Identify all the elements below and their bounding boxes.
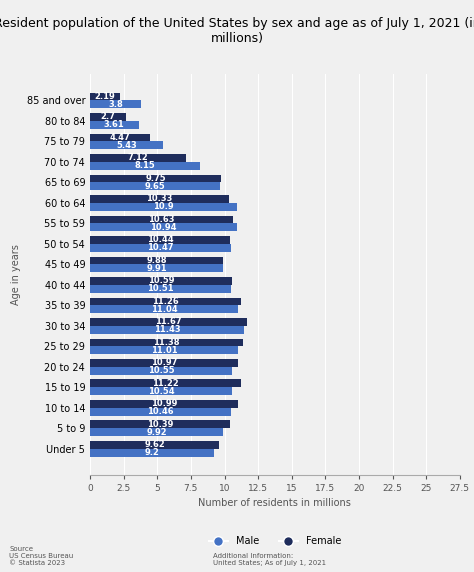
Bar [90,100,141,108]
Text: 5.43: 5.43 [116,141,137,150]
Bar [90,387,232,395]
Bar [90,264,223,272]
Text: 10.47: 10.47 [147,243,173,252]
Text: 10.63: 10.63 [148,215,175,224]
Text: 9.75: 9.75 [146,174,166,183]
Legend: Male, Female: Male, Female [205,532,345,550]
Text: 10.99: 10.99 [151,399,177,408]
Bar [90,441,219,449]
Text: 10.55: 10.55 [148,366,174,375]
Bar [90,400,238,408]
Text: 11.43: 11.43 [154,325,180,334]
Bar [90,379,241,387]
Bar [90,223,237,231]
Bar [90,256,223,264]
Bar [90,216,233,223]
Text: 9.88: 9.88 [146,256,167,265]
Text: 10.33: 10.33 [146,194,173,204]
Bar [90,133,150,141]
Text: 10.94: 10.94 [150,223,177,232]
Bar [90,113,127,121]
Y-axis label: Age in years: Age in years [11,244,21,305]
Bar [90,121,138,129]
Text: 9.62: 9.62 [145,440,165,450]
Bar [90,244,231,252]
Bar [90,428,223,436]
Text: 9.65: 9.65 [145,182,165,190]
Bar [90,367,232,375]
X-axis label: Number of residents in millions: Number of residents in millions [199,498,351,509]
Text: Source
US Census Bureau
© Statista 2023: Source US Census Bureau © Statista 2023 [9,546,74,566]
Bar [90,408,231,416]
Text: 10.54: 10.54 [147,387,174,396]
Bar [90,359,237,367]
Text: 9.2: 9.2 [145,448,159,457]
Text: 10.39: 10.39 [147,420,173,429]
Text: 8.15: 8.15 [135,161,155,170]
Bar [90,154,186,162]
Text: 11.04: 11.04 [151,305,178,313]
Text: 7.12: 7.12 [128,153,148,162]
Bar [90,236,230,244]
Bar [90,162,200,170]
Bar [90,318,247,326]
Bar [90,339,243,346]
Text: 11.38: 11.38 [153,338,180,347]
Text: 9.92: 9.92 [146,428,167,436]
Bar [90,285,231,293]
Text: Additional Information:
United States; As of July 1, 2021: Additional Information: United States; A… [213,553,327,566]
Text: 9.91: 9.91 [146,264,167,273]
Bar [90,174,221,182]
Text: Resident population of the United States by sex and age as of July 1, 2021 (in
m: Resident population of the United States… [0,17,474,45]
Text: 3.8: 3.8 [108,100,123,109]
Bar [90,420,230,428]
Text: 2.19: 2.19 [94,92,115,101]
Text: 11.22: 11.22 [152,379,179,388]
Text: 4.47: 4.47 [110,133,130,142]
Bar [90,346,238,354]
Text: 10.59: 10.59 [148,276,174,285]
Bar [90,326,244,333]
Text: 11.26: 11.26 [152,297,179,306]
Bar [90,305,238,313]
Text: 2.7: 2.7 [101,113,116,121]
Bar [90,449,214,456]
Text: 10.97: 10.97 [151,359,177,367]
Bar [90,297,241,305]
Bar [90,93,119,100]
Bar [90,182,220,190]
Text: 10.51: 10.51 [147,284,174,293]
Text: 10.44: 10.44 [147,236,173,244]
Bar [90,203,237,210]
Text: 11.01: 11.01 [151,345,177,355]
Text: 11.67: 11.67 [155,317,182,327]
Bar [90,141,163,149]
Text: 10.9: 10.9 [153,202,173,211]
Bar [90,277,232,285]
Text: 3.61: 3.61 [104,120,125,129]
Text: 10.46: 10.46 [147,407,173,416]
Bar [90,195,229,203]
